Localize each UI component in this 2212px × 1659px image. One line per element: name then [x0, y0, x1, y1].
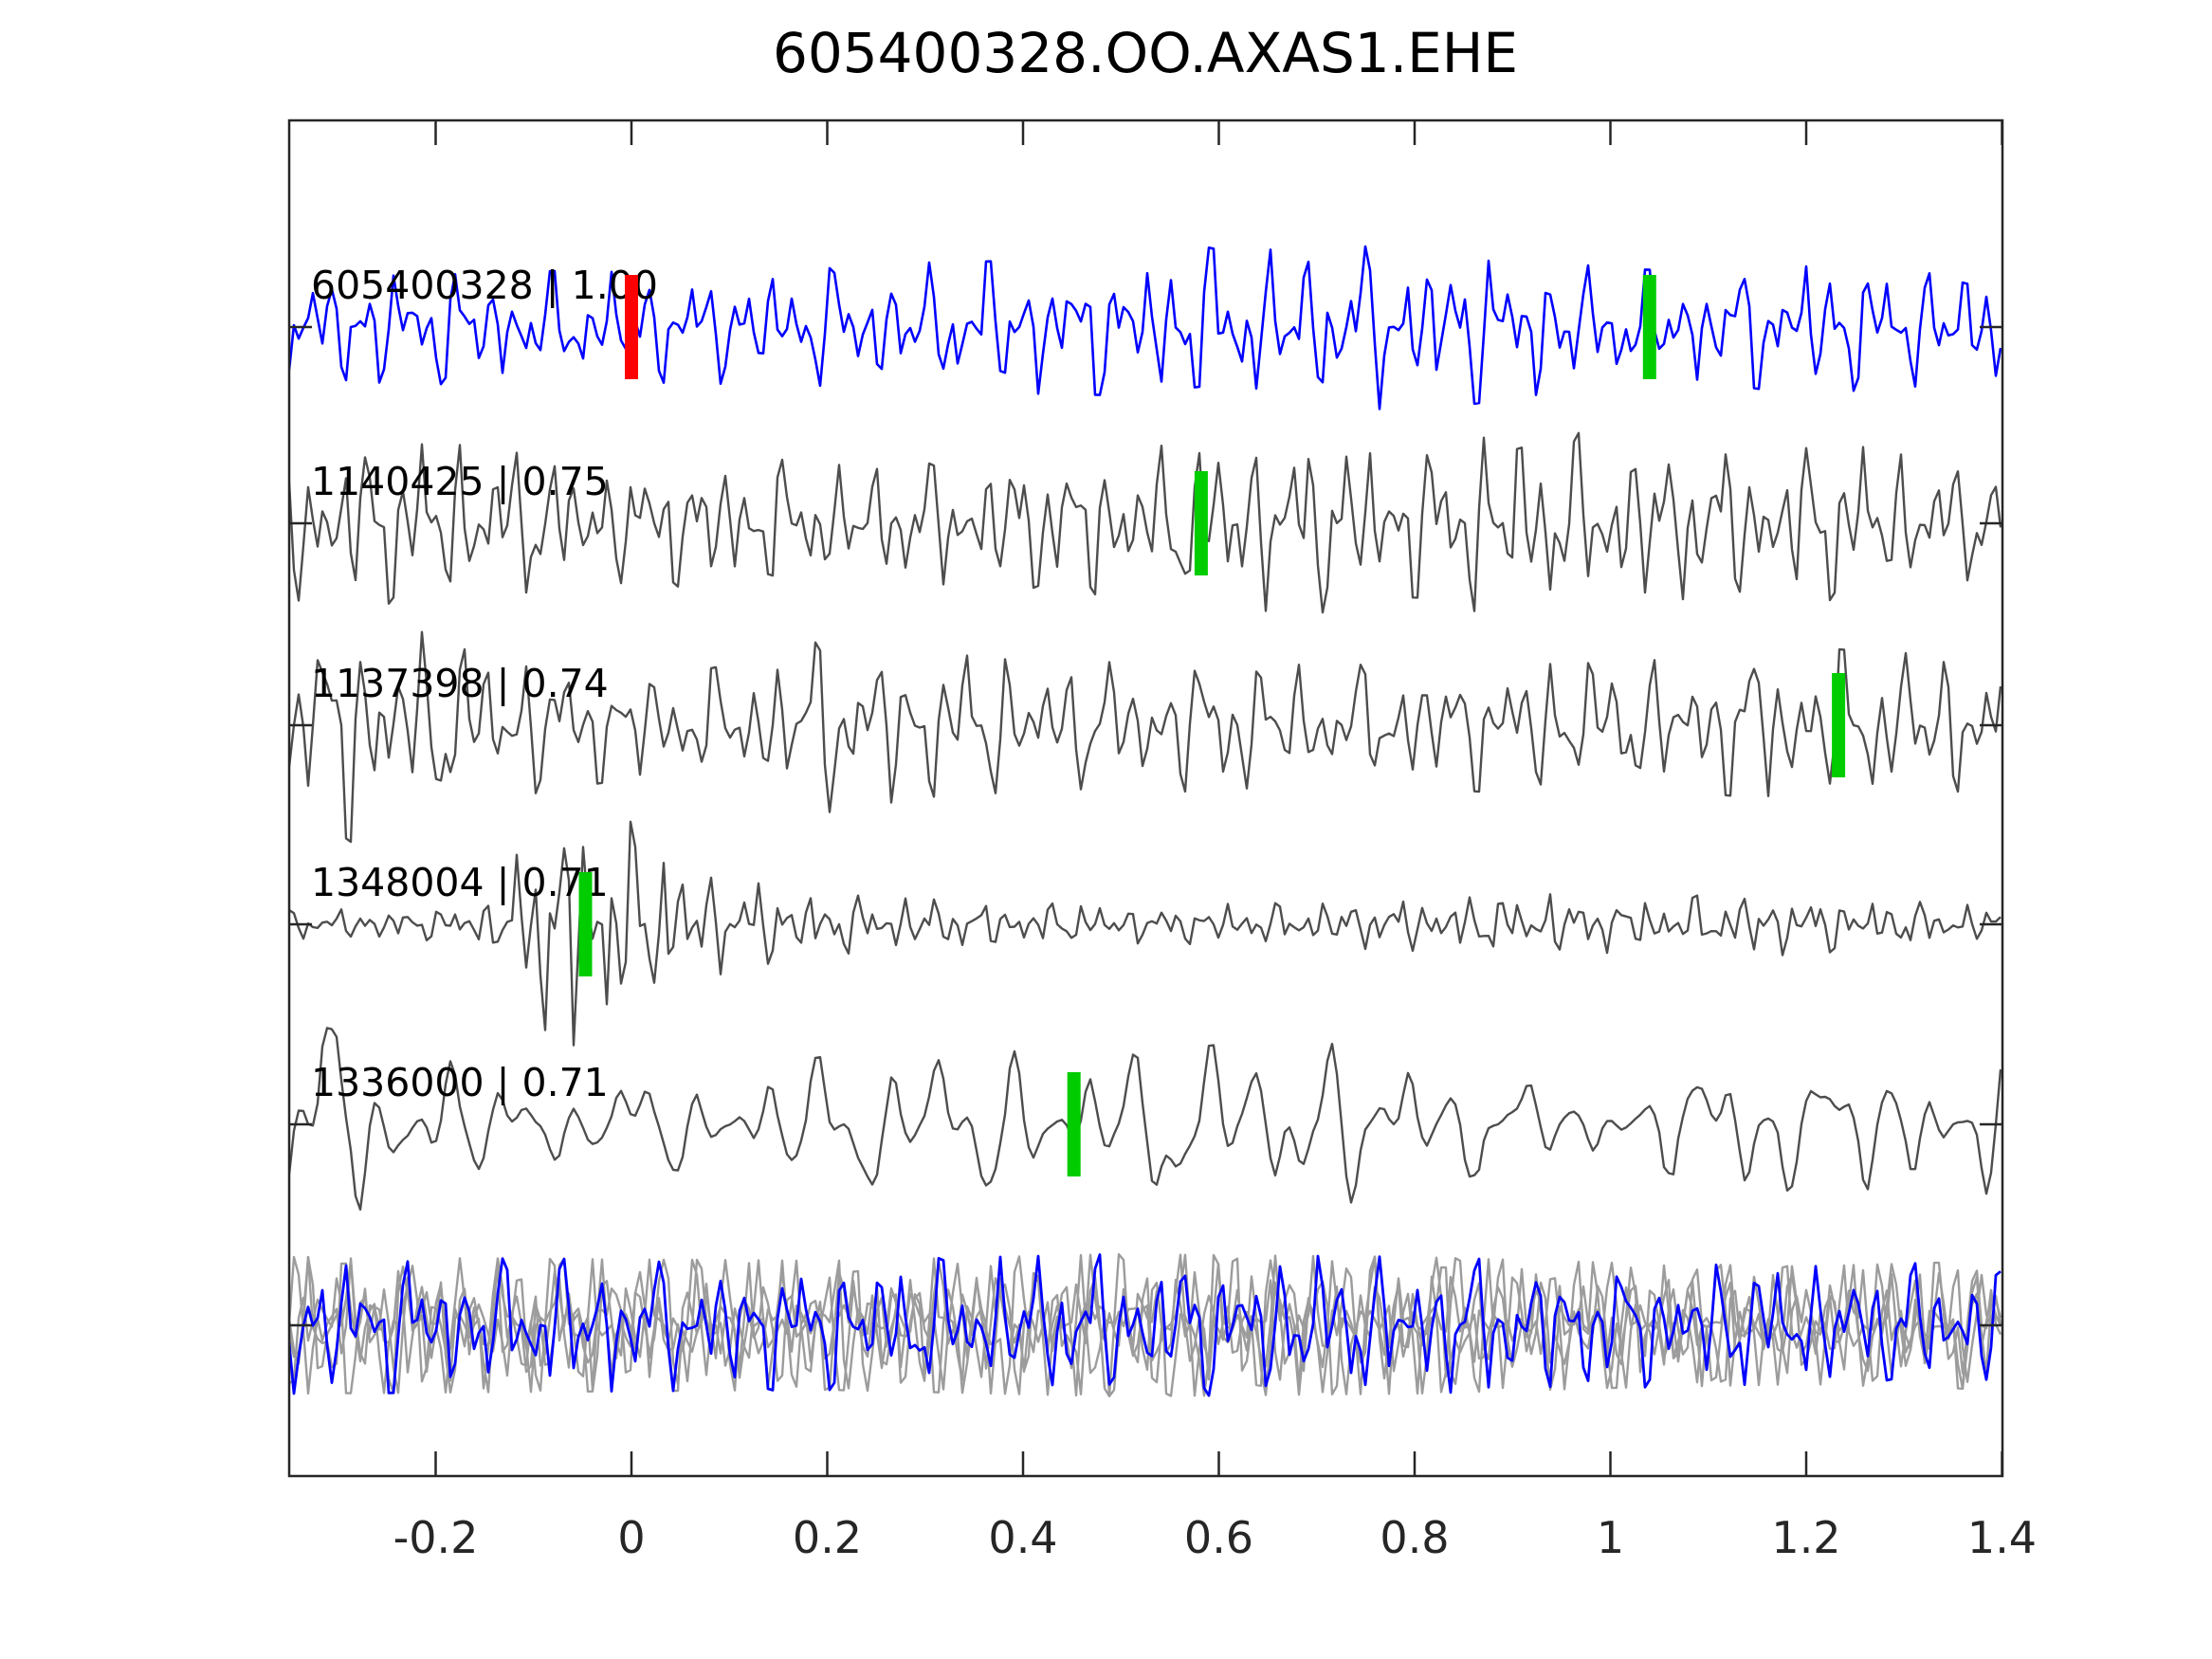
x-tick-label: 0.8: [1380, 1512, 1449, 1563]
pick-marker-red: [625, 275, 638, 379]
axis-tick-labels: -0.2 0 0.2 0.4 0.6 0.8 1 1.2 1.4: [393, 1512, 2037, 1563]
stack-trace-gray-1: [289, 1253, 2002, 1397]
x-tick-label: 0.4: [988, 1512, 1057, 1563]
trace-label-1137398: 1137398 | 0.74: [311, 661, 609, 706]
figure-title: 605400328.OO.AXAS1.EHE: [773, 21, 1518, 85]
x-tick-label: 1.2: [1771, 1512, 1840, 1563]
pick-markers: [578, 275, 1846, 1176]
waveform-trace-1348004: [289, 820, 2002, 1047]
trace-labels: 605400328 | 1.00 1140425 | 0.75 1137398 | …: [311, 263, 658, 1105]
trace-label-1140425: 1140425 | 0.75: [311, 459, 609, 504]
x-tick-label: 0.6: [1184, 1512, 1253, 1563]
pick-marker-green: [1194, 471, 1208, 575]
waveform-trace-1336000: [289, 1027, 2002, 1212]
x-tick-label: -0.2: [393, 1512, 479, 1563]
axis-ticks: [289, 120, 2003, 1476]
stack-trace-blue: [289, 1253, 2002, 1397]
pick-marker-green: [1832, 673, 1846, 777]
trace-label-1348004: 1348004 | 0.71: [311, 860, 609, 905]
x-tick-label: 0.2: [793, 1512, 862, 1563]
stack-trace-gray-2: [289, 1255, 2002, 1397]
plot-frame: [287, 118, 2004, 1478]
x-tick-label: 1: [1597, 1512, 1624, 1563]
trace-label-1336000: 1336000 | 0.71: [311, 1060, 609, 1105]
waveform-traces: [289, 245, 2002, 1397]
pick-marker-green: [578, 872, 593, 976]
stack-trace-gray-3: [289, 1252, 2002, 1397]
waveform-trace-1140425: [289, 431, 2002, 614]
pick-marker-green: [1642, 275, 1656, 379]
pick-marker-green: [1067, 1072, 1081, 1176]
waveform-trace-605400328: [289, 245, 2002, 410]
x-tick-label: 1.4: [1967, 1512, 2037, 1563]
x-tick-label: 0: [617, 1512, 645, 1563]
waveform-trace-1137398: [289, 630, 2002, 844]
trace-label-605400328: 605400328 | 1.00: [311, 263, 658, 308]
